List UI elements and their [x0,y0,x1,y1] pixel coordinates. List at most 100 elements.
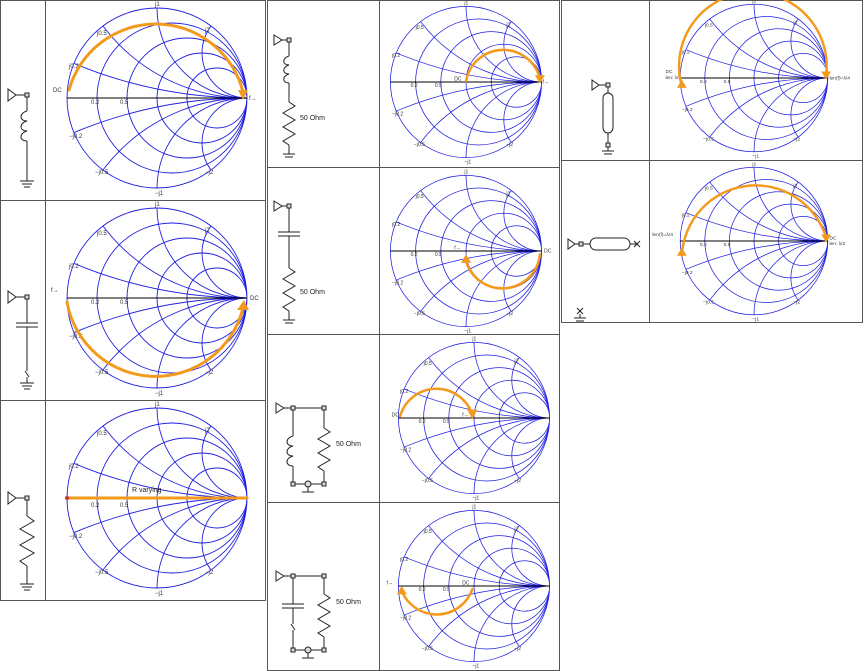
open-line-schematic-icon [567,237,641,322]
trace-arc [398,387,474,418]
tick-label: j1 [154,402,160,408]
tick-label: −j2 [205,570,214,576]
cell-chart-4 [379,0,560,168]
trace-arrow [396,586,407,595]
end-label-left: f→ [387,580,393,586]
end-label-right: len(f)=λ/4 [829,76,850,82]
tick-label: −j0.5 [414,142,425,148]
cell-component-8 [561,0,650,161]
smith-chart-3: j0.5 j1 j2 j0.2 −j0.2 −j0.5 −j1 −j2 0.2 … [0,0,697,671]
smith-chart-8: j0.5 j1 j2 j0.2 −j0.2 −j0.5 −j1 −j2 0.2 … [459,0,864,671]
end-label-right: DC [462,580,470,586]
cell-chart-3 [45,400,266,601]
tick-label: −j0.2 [69,134,83,140]
tick-label: 0.5 [120,100,129,106]
tick-label: −j1 [464,159,471,165]
tick-label: j1 [751,0,756,5]
end-label-right: f→ [249,96,257,102]
tick-label: −j2 [205,170,214,176]
resistor-value-label: 50 Ohm [300,289,325,296]
end-label-right: DC [250,296,259,302]
tick-label: j1 [463,170,468,176]
tick-label: j2 [505,192,510,198]
trace-arrow [238,90,248,100]
tick-label: 0.5 [435,252,442,258]
resistor-schematic-icon [7,491,36,591]
tick-label: 0.5 [724,79,731,85]
tick-label: j0.2 [391,222,400,228]
tick-label: j0.2 [68,264,79,270]
tick-label: −j2 [793,299,800,305]
trace-arc [67,22,245,94]
tick-label: j2 [513,359,518,365]
cell-component-5 [267,167,380,335]
trace-arc [400,588,474,616]
smith-chart-7: j0.5 j1 j2 j0.2 −j0.2 −j0.5 −j1 −j2 0.2 … [172,0,864,671]
tick-label: j0.5 [704,22,713,28]
parallel-capacitor-resistor-schematic-icon: 50 Ohm [275,570,361,659]
tick-label: −j0.2 [392,112,403,118]
trace-arc [680,184,828,257]
tick-label: −j2 [514,478,521,484]
tick-label: j0.2 [391,53,400,59]
tick-label: 0.2 [91,503,100,509]
smith-chart-4: j0.5 j1 j2 j0.2 −j0.2 −j0.5 −j1 −j2 0.2 … [164,0,864,671]
shorted-line-schematic-icon [591,79,614,155]
trace-arc [65,300,245,378]
inductor-schematic-icon [7,88,34,188]
end-label-right: f→ [462,412,468,418]
tick-label: −j0.5 [703,299,714,305]
tick-label: 0.2 [411,252,418,258]
tick-label: j0.5 [96,231,107,237]
tick-label: 0.2 [91,300,100,306]
tick-label: j0.5 [415,194,424,200]
trace-arrow [676,247,687,256]
tick-label: −j0.5 [703,136,714,142]
trace-arrow [534,75,545,84]
tick-label: −j0.2 [69,534,83,540]
tick-label: j0.2 [681,212,690,218]
tick-label: j2 [204,28,210,34]
tick-label: −j0.2 [69,334,83,340]
end-label-right: DC [544,249,552,255]
tick-label: −j0.5 [95,370,109,376]
tick-label: 0.2 [700,79,707,85]
tick-label: 0.2 [700,242,707,248]
tick-label: j0.5 [96,431,107,437]
tick-label: 0.5 [435,83,442,89]
tick-label: j0.2 [68,464,79,470]
tick-label: −j0.2 [400,448,411,454]
tick-label: 0.5 [724,242,731,248]
tick-label: j0.5 [423,529,432,535]
tick-label: j0.2 [68,64,79,70]
smith-chart-9: j0.5 j1 j2 j0.2 −j0.2 −j0.5 −j1 −j2 0.2 … [459,0,864,671]
tick-label: −j0.5 [422,478,433,484]
tick-label: −j0.2 [682,107,693,113]
tick-label: j1 [154,202,160,208]
trace-arc [677,0,828,88]
tick-label: j2 [204,428,210,434]
trace-arrow [460,254,472,263]
cell-component-1 [0,0,46,201]
tick-label: 0.5 [443,587,450,593]
trace-arrow [467,409,478,420]
trace-start-dot [65,496,69,500]
tick-label: j2 [505,23,510,29]
smith-chart-1: j0.5 j1 j2 j0.2 −j0.2 −j0.5 −j1 −j2 0.2 … [0,0,697,671]
cell-component-9 [561,160,650,323]
tick-label: j1 [463,1,468,7]
resistor-value-label: 50 Ohm [336,599,361,606]
tick-label: j2 [792,183,797,189]
tick-label: j1 [154,2,160,8]
tick-label: 0.2 [91,100,100,106]
cell-chart-9 [649,160,863,323]
tick-label: −j2 [506,142,513,148]
cell-component-2 [0,200,46,401]
tick-label: −j1 [464,328,471,334]
end-label-right: DC len: λ/2 [829,235,845,247]
tick-label: −j1 [155,391,164,397]
tick-label: 0.2 [419,587,426,593]
tick-label: −j2 [205,370,214,376]
end-label-left: f→ [454,245,460,251]
